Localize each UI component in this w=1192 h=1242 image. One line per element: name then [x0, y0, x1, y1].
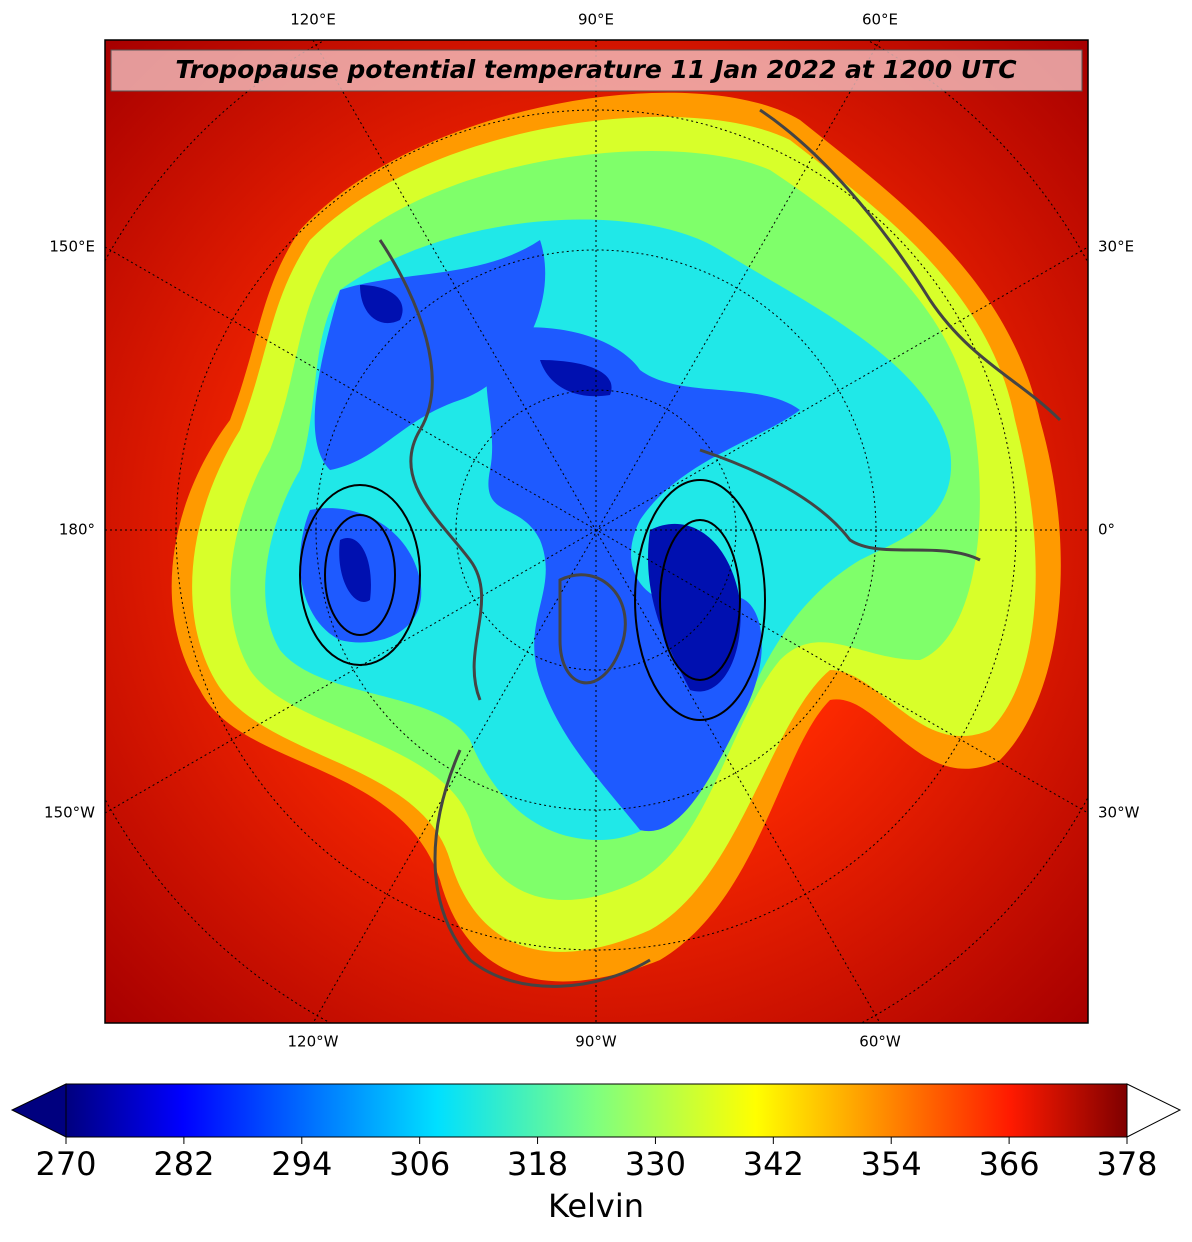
- colorbar-tick-label: 282: [153, 1145, 214, 1183]
- right-lon-label: 0°: [1098, 521, 1115, 539]
- colorbar: [10, 1083, 1182, 1138]
- colorbar-tick-label: 342: [743, 1145, 804, 1183]
- blue-region: [300, 240, 800, 832]
- top-lon-label: 90°E: [578, 11, 614, 29]
- colorbar-tick-label: 330: [625, 1145, 686, 1183]
- coastlines: [378, 108, 1062, 988]
- bottom-lon-label: 90°W: [575, 1033, 617, 1051]
- axis-labels: 120°E 90°E 60°E 120°W 90°W 60°W 150°E 180° 150°W…: [44, 11, 1140, 1051]
- colorbar-tick-label: 354: [861, 1145, 922, 1183]
- colorbar-ticks: 270 282 294 306 318 330 342 354 366 378: [35, 1137, 1158, 1183]
- bottom-lon-label: 60°W: [859, 1033, 901, 1051]
- map-frame: [104, 39, 1089, 1024]
- top-lon-label: 60°E: [862, 11, 898, 29]
- map: [105, 40, 1088, 1023]
- colorbar-extend-low: [10, 1083, 67, 1138]
- bottom-lon-label: 120°W: [288, 1033, 339, 1051]
- right-lon-label: 30°E: [1098, 238, 1134, 256]
- colorbar-tick-label: 318: [507, 1145, 568, 1183]
- colorbar-tick-label: 306: [389, 1145, 450, 1183]
- colorbar-body: [66, 1084, 1127, 1137]
- left-lon-label: 150°E: [49, 238, 95, 256]
- title: Tropopause potential temperature 11 Jan …: [175, 55, 1017, 84]
- pressure-contours: [299, 479, 766, 721]
- dark-blue-region: [339, 285, 741, 692]
- title-box: [110, 49, 1083, 92]
- colorbar-frame: [65, 1083, 1128, 1138]
- right-lon-label: 30°W: [1098, 804, 1140, 822]
- colorbar-tick-label: 270: [35, 1145, 96, 1183]
- colorbar-tick-label: 378: [1096, 1145, 1157, 1183]
- top-lon-label: 120°E: [290, 11, 336, 29]
- colorbar-extend-high: [1126, 1083, 1182, 1138]
- colorbar-tick-label: 366: [979, 1145, 1040, 1183]
- colorbar-tick-label: 294: [271, 1145, 332, 1183]
- graticule: [105, 40, 1088, 1023]
- left-lon-label: 180°: [59, 521, 95, 539]
- left-lon-label: 150°W: [44, 804, 95, 822]
- colorbar-label: Kelvin: [548, 1187, 644, 1225]
